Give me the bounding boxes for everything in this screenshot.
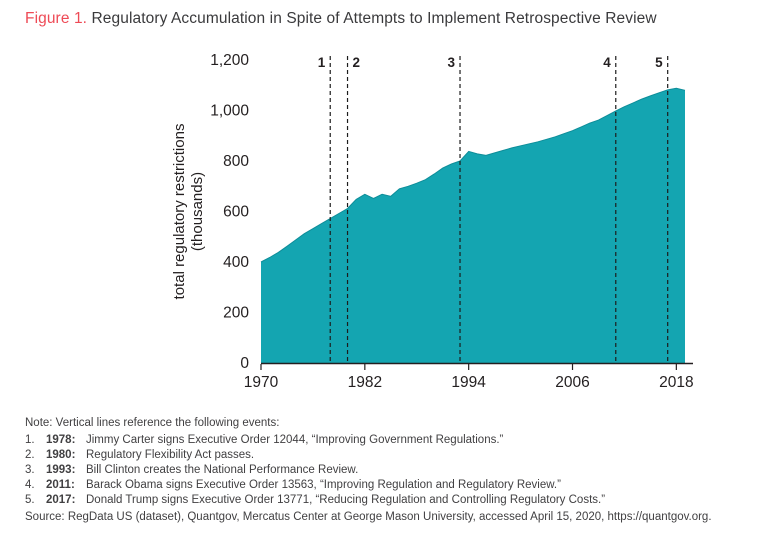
note-text: Barack Obama signs Executive Order 13563…: [86, 478, 561, 491]
x-tick-label: 1970: [244, 374, 279, 391]
note-number: 5.: [25, 493, 35, 506]
y-tick-label: 800: [223, 153, 249, 170]
note-text: Regulatory Flexibility Act passes.: [86, 448, 255, 461]
note-number: 3.: [25, 463, 35, 476]
note-number: 4.: [25, 478, 35, 491]
note-year: 2011:: [46, 478, 75, 491]
x-tick-label: 1994: [451, 374, 486, 391]
x-tick-label: 1982: [348, 374, 382, 391]
note-year: 1980:: [46, 448, 76, 461]
area-top-edge: [260, 87, 686, 263]
notes-intro: Note: Vertical lines reference the follo…: [25, 417, 280, 429]
y-tick-label: 0: [240, 355, 249, 372]
y-tick-label: 1,200: [210, 52, 249, 69]
note-year: 2017:: [46, 493, 76, 506]
figure-title-text: Regulatory Accumulation in Spite of Atte…: [87, 10, 657, 27]
y-tick-label: 600: [223, 204, 249, 221]
x-tick-label: 2006: [555, 374, 589, 391]
event-number: 4: [603, 55, 611, 70]
note-text: Donald Trump signs Executive Order 13771…: [86, 493, 606, 506]
y-axis-label-line1: total regulatory restrictions: [171, 124, 188, 300]
note-text: Bill Clinton creates the National Perfor…: [86, 463, 359, 476]
note-number: 2.: [25, 448, 35, 461]
notes-list: 1. 1978: Jimmy Carter signs Executive Orde…: [25, 433, 755, 508]
event-number: 1: [318, 55, 326, 70]
event-number: 2: [353, 55, 361, 70]
x-tick-label: 2018: [659, 374, 693, 391]
note-item: 3. 1993: Bill Clinton creates the National…: [25, 463, 755, 478]
area-chart: 1 2 3 4 5 1970 1982 1994 2006 2018 0 200 400 600 800 1,…: [171, 52, 694, 391]
figure-title: Figure 1. Regulatory Accumulation in Spi…: [25, 10, 657, 28]
note-year: 1978:: [46, 433, 76, 446]
figure-label: Figure 1.: [25, 10, 88, 27]
y-tick-label: 200: [223, 305, 249, 322]
note-item: 2. 1980: Regulatory Flexibility Act passes…: [25, 448, 755, 463]
event-number: 3: [448, 55, 456, 70]
y-tick-label: 400: [223, 254, 249, 271]
y-tick-label: 1,000: [210, 103, 249, 120]
note-year: 1993:: [46, 463, 76, 476]
note-item: 4. 2011: Barack Obama signs Executive Orde…: [25, 478, 755, 493]
chart-container: 1 2 3 4 5 1970 1982 1994 2006 2018 0 200 400 600 800 1,…: [158, 40, 698, 405]
event-number: 5: [655, 55, 663, 70]
source-line: Source: RegData US (dataset), Quantgov, …: [25, 510, 712, 523]
y-axis-label-line2: (thousands): [189, 172, 206, 251]
note-text: Jimmy Carter signs Executive Order 12044…: [86, 433, 504, 446]
notes-section: Note: Vertical lines reference the follo…: [25, 416, 755, 525]
note-item: 5. 2017: Donald Trump signs Executive Orde…: [25, 493, 755, 508]
note-number: 1.: [25, 433, 35, 446]
area-series: [261, 88, 685, 364]
note-item: 1. 1978: Jimmy Carter signs Executive Orde…: [25, 433, 755, 448]
